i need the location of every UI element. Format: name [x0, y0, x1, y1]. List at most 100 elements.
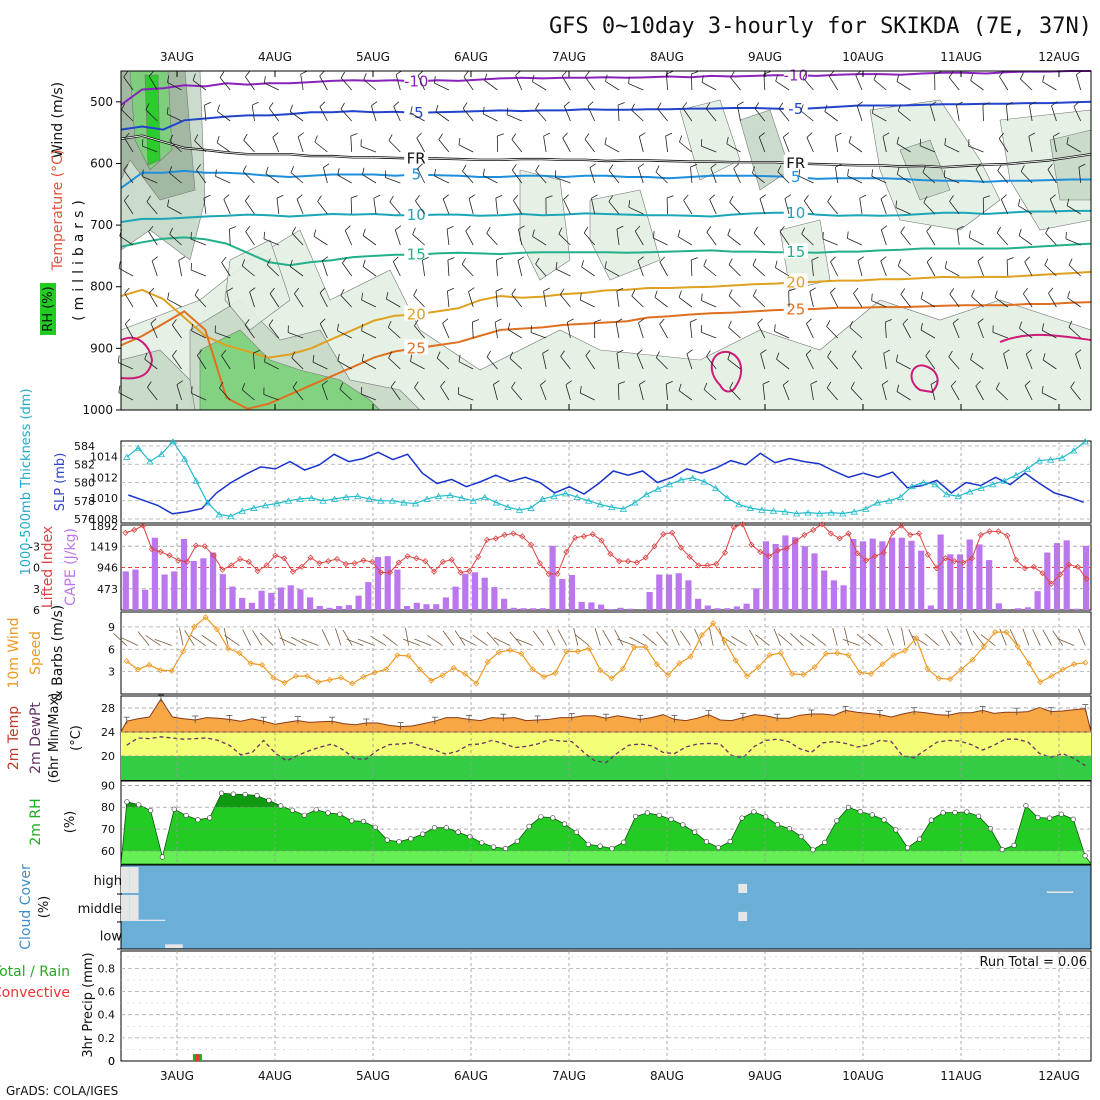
- wind-barb-flag: [678, 290, 682, 298]
- wind-barb-flag: [638, 318, 645, 324]
- rh2m-point: [692, 829, 698, 835]
- wind-barb: [1070, 387, 1082, 401]
- wind-barb-flag: [413, 289, 418, 296]
- wind-barb-flag: [926, 256, 933, 263]
- rh2m-point: [763, 814, 769, 820]
- wind-barb: [631, 109, 644, 122]
- wind-barb-flag: [1042, 74, 1045, 82]
- wind-speed-point: [191, 623, 198, 630]
- wind-barb-flag: [294, 287, 300, 294]
- li-point: [598, 537, 605, 544]
- wind-barb-flag: [788, 288, 796, 292]
- wind10m-barb: [1052, 630, 1064, 646]
- wind10m-barb: [460, 636, 477, 646]
- wind-barb: [871, 175, 887, 184]
- thickness-point: [538, 495, 547, 502]
- cape-bar: [578, 601, 585, 610]
- wind-speed-point: [416, 666, 423, 673]
- wind-speed-point: [236, 649, 243, 657]
- li-point: [898, 522, 905, 529]
- wind-barb-flag: [604, 261, 607, 269]
- cape-bar: [248, 602, 255, 610]
- rh2m-point: [881, 817, 887, 823]
- thickness-point: [850, 508, 858, 515]
- wind-barb: [468, 291, 474, 308]
- wind-barb-flag: [147, 381, 152, 388]
- wind-barb-flag: [171, 319, 177, 326]
- rh2m-point: [774, 822, 781, 828]
- thickness-point: [457, 494, 466, 501]
- wind-barb: [706, 356, 717, 370]
- day-label-bottom: 3AUG: [160, 1069, 194, 1083]
- wind-barb-flag: [148, 225, 154, 232]
- wind-barb-flag: [683, 194, 689, 201]
- rh2m-point: [148, 807, 154, 814]
- wind-barb: [1020, 171, 1033, 184]
- wind-barb-flag: [313, 229, 317, 237]
- wind-barb-flag: [468, 194, 476, 199]
- li-point: [792, 538, 799, 545]
- wind-barb: [690, 167, 693, 184]
- wind-speed-point: [1082, 659, 1089, 666]
- wind-speed-point: [698, 632, 705, 639]
- wind-barb: [150, 323, 158, 339]
- wind-barb: [121, 109, 134, 122]
- wind-barb: [276, 198, 280, 215]
- wind-barb-flag: [1020, 72, 1024, 80]
- cape-bar: [326, 607, 333, 610]
- wind-barb: [926, 231, 936, 246]
- wind-barb: [362, 266, 377, 277]
- contour-label: 10: [786, 204, 805, 222]
- wind-barb-flag: [172, 350, 177, 357]
- wind-speed-point: [574, 648, 581, 655]
- wind-tick-label: 3: [108, 666, 115, 679]
- wind-barb-flag: [264, 354, 266, 362]
- wind-speed-point: [292, 673, 299, 680]
- rh2m-ylabel: 2m RH: [28, 798, 44, 845]
- wind-barb-flag: [535, 164, 540, 172]
- wind-barb: [880, 229, 887, 246]
- thickness-point: [827, 509, 835, 516]
- slp-tick-label: 1014: [90, 450, 118, 463]
- wind-speed-point: [755, 664, 762, 671]
- wind-barb-flag: [123, 164, 129, 171]
- wind-barb-flag: [415, 195, 420, 202]
- wind-barb-flag: [296, 194, 303, 200]
- wind10m-ylabel: 10m Wind: [6, 617, 22, 688]
- cloud-ylabel: Cloud Cover: [18, 864, 34, 950]
- thickness-point: [977, 484, 986, 491]
- wind10m-barb: [1057, 638, 1075, 646]
- wind-barb: [319, 323, 328, 339]
- wind-barb: [584, 76, 596, 91]
- wind-barb: [191, 330, 207, 339]
- wind-barb: [634, 230, 644, 246]
- wind-barb: [971, 296, 984, 308]
- wind-barb-flag: [883, 349, 891, 354]
- thickness-point: [804, 509, 812, 516]
- wind-barb-flag: [244, 319, 250, 326]
- li-point: [475, 553, 482, 560]
- wind-speed-point: [913, 635, 920, 642]
- wind-barb-flag: [447, 287, 454, 292]
- cloud-bars: [121, 867, 1074, 949]
- wind-barb-flag: [1053, 132, 1060, 137]
- contour-label-bg: [783, 300, 808, 316]
- wind-barb-flag: [493, 380, 500, 385]
- wind-barb: [1041, 392, 1057, 401]
- li-point: [448, 556, 455, 563]
- wind-barb: [950, 385, 960, 401]
- wind10m-barb: [950, 630, 962, 646]
- wind-barb: [251, 105, 255, 122]
- wind10m-barb: [442, 630, 455, 646]
- rh-band-low: [121, 850, 1091, 864]
- cape-bar: [307, 597, 314, 610]
- wind-barb: [896, 81, 911, 91]
- wind-barb-flag: [835, 132, 842, 137]
- wind-barb-flag: [880, 256, 887, 262]
- wind-barb-flag: [203, 194, 211, 199]
- wind-barb-flag: [728, 320, 732, 328]
- wind-barb: [178, 260, 182, 277]
- wind-barb-flag: [615, 318, 623, 323]
